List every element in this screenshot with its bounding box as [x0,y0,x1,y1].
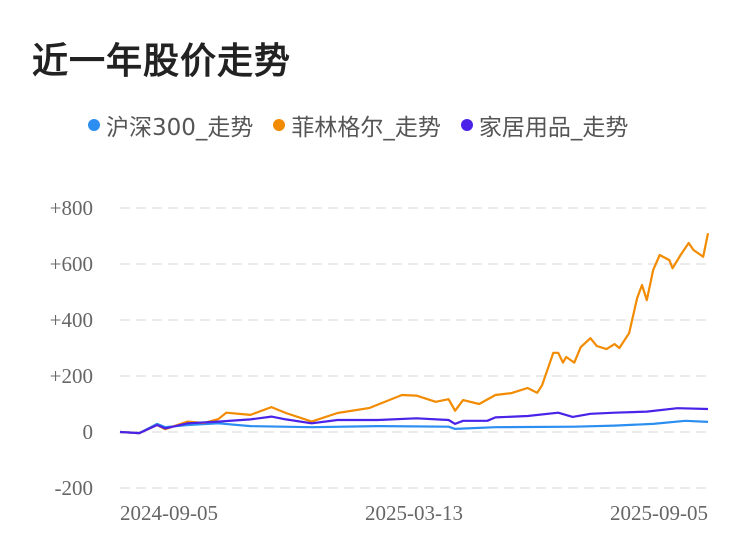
legend-item-hs300[interactable]: 沪深300_走势 [88,108,253,142]
series-line-1 [119,232,710,435]
series-line-2 [119,407,709,435]
y-tick-label: -200 [55,476,94,500]
chart-title: 近一年股价走势 [32,41,292,82]
legend-label: 沪深300_走势 [106,115,254,141]
x-tick-label: 2025-09-05 [610,501,708,525]
legend-dot [88,119,100,131]
x-tick-label: 2024-09-05 [120,501,218,525]
y-tick-label: +600 [50,252,93,276]
y-tick-label: 0 [83,420,94,444]
legend-label: 菲林格尔_走势 [291,115,441,141]
x-tick-label: 2025-03-13 [365,501,463,525]
y-tick-label: +200 [50,364,93,388]
legend-item-home-goods[interactable]: 家居用品_走势 [460,108,629,142]
legend-label: 家居用品_走势 [478,115,629,141]
y-tick-label: +800 [50,196,93,220]
legend: 沪深300_走势 菲林格尔_走势 家居用品_走势 [88,108,628,142]
y-tick-label: +400 [50,308,93,332]
legend-dot [460,119,473,131]
legend-item-feilingeer[interactable]: 菲林格尔_走势 [273,108,441,142]
legend-dot [273,119,286,131]
